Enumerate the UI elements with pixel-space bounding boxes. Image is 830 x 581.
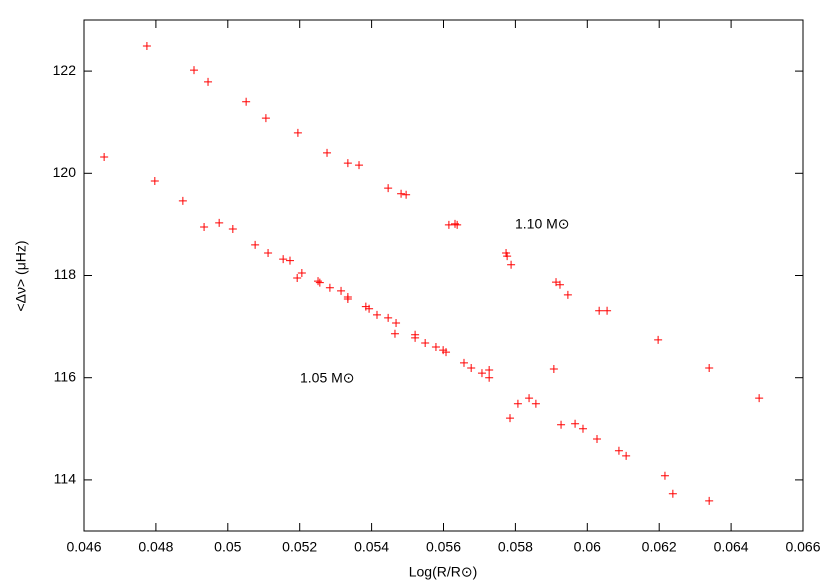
point — [614, 446, 623, 455]
point — [323, 148, 332, 157]
point — [525, 394, 534, 403]
point — [372, 310, 381, 319]
point — [200, 222, 209, 231]
x-tick-label: 0.052 — [282, 539, 317, 555]
x-axis-label: Log(R/R⊙) — [409, 564, 478, 580]
point — [571, 419, 580, 428]
x-tick-label: 0.05 — [214, 539, 241, 555]
point — [467, 363, 476, 372]
point — [293, 274, 302, 283]
point — [355, 161, 364, 170]
point — [654, 335, 663, 344]
point — [100, 152, 109, 161]
point — [402, 190, 411, 199]
x-tick-label: 0.058 — [498, 539, 533, 555]
point — [485, 373, 494, 382]
point — [513, 399, 522, 408]
point — [204, 77, 213, 86]
point — [705, 363, 714, 372]
annotation: 1.10 M⊙ — [515, 216, 570, 232]
point — [411, 333, 420, 342]
plot-frame — [83, 19, 804, 532]
x-tick-label: 0.056 — [426, 539, 461, 555]
point — [442, 348, 451, 357]
point — [279, 255, 288, 264]
point — [150, 176, 159, 185]
point — [622, 451, 631, 460]
y-axis-label: <Δν> (μHz) — [13, 240, 29, 311]
point — [555, 280, 564, 289]
point — [361, 302, 370, 311]
point — [337, 286, 346, 295]
point — [593, 435, 602, 444]
point — [251, 240, 260, 249]
point — [531, 399, 540, 408]
point — [503, 252, 512, 261]
point — [557, 420, 566, 429]
x-tick-label: 0.046 — [66, 539, 101, 555]
point — [228, 224, 237, 233]
y-tick-label: 120 — [53, 164, 77, 180]
point — [477, 369, 486, 378]
point — [549, 365, 558, 374]
x-tick-label: 0.06 — [574, 539, 601, 555]
y-tick-label: 118 — [54, 266, 77, 282]
point — [178, 196, 187, 205]
point — [384, 184, 393, 193]
x-tick-label: 0.062 — [642, 539, 677, 555]
point — [285, 256, 294, 265]
point — [595, 306, 604, 315]
point — [485, 366, 494, 375]
annotation: 1.05 M⊙ — [300, 370, 355, 386]
point — [451, 219, 460, 228]
point — [390, 329, 399, 338]
point — [453, 220, 462, 229]
x-tick-label: 0.048 — [138, 539, 173, 555]
point — [142, 42, 151, 51]
point — [397, 189, 406, 198]
y-tick-label: 116 — [54, 368, 77, 384]
point — [365, 304, 374, 313]
point — [315, 278, 324, 287]
point — [384, 313, 393, 322]
y-tick-label: 122 — [53, 62, 77, 78]
x-tick-label: 0.064 — [714, 539, 749, 555]
point — [261, 114, 270, 123]
point — [297, 268, 306, 277]
point — [578, 424, 587, 433]
point — [343, 159, 352, 168]
point — [705, 496, 714, 505]
point — [444, 220, 453, 229]
point — [431, 343, 440, 352]
point — [755, 394, 764, 403]
point — [215, 218, 224, 227]
y-tick-label: 114 — [54, 471, 77, 487]
point — [459, 358, 468, 367]
point — [660, 471, 669, 480]
point — [293, 128, 302, 137]
point — [392, 319, 401, 328]
point — [242, 97, 251, 106]
point — [603, 306, 612, 315]
point — [668, 489, 677, 498]
point — [314, 277, 323, 286]
point — [507, 260, 516, 269]
point — [506, 414, 515, 423]
point — [264, 249, 273, 258]
point — [190, 66, 199, 75]
x-tick-label: 0.054 — [354, 539, 389, 555]
point — [325, 283, 334, 292]
point — [421, 338, 430, 347]
point — [563, 290, 572, 299]
point — [343, 295, 352, 304]
x-tick-label: 0.066 — [785, 539, 820, 555]
